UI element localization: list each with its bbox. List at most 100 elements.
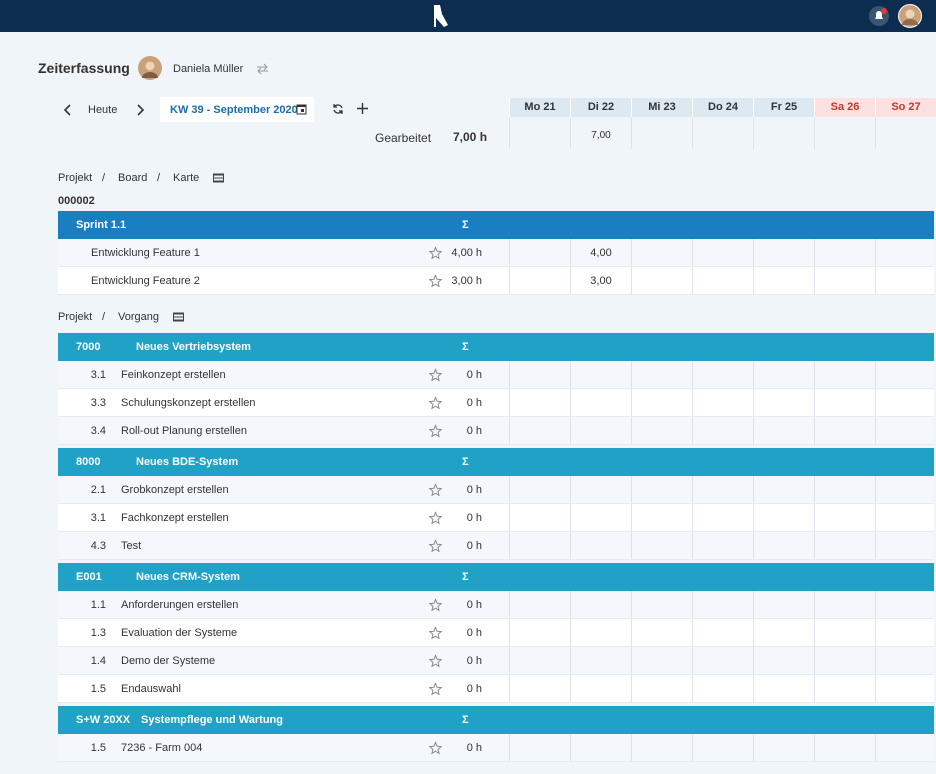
group-header[interactable]: S+W 20XX Systempflege und Wartung Σ (58, 706, 934, 734)
day-cell[interactable] (814, 389, 875, 416)
day-cell[interactable] (814, 619, 875, 646)
day-cell[interactable] (875, 619, 936, 646)
day-cell[interactable] (509, 647, 570, 674)
day-cell[interactable] (570, 647, 631, 674)
task-row[interactable]: 1.5 Endauswahl 0 h (58, 675, 934, 703)
day-cell[interactable] (814, 476, 875, 503)
day-cell[interactable] (509, 361, 570, 388)
day-cell[interactable] (631, 389, 692, 416)
day-cell[interactable] (875, 647, 936, 674)
day-cell[interactable] (509, 591, 570, 618)
task-row[interactable]: 3.3 Schulungskonzept erstellen 0 h (58, 389, 934, 417)
day-cell[interactable] (509, 675, 570, 702)
day-cell[interactable] (509, 476, 570, 503)
day-cell[interactable] (814, 675, 875, 702)
day-cell[interactable] (692, 532, 753, 559)
favorite-star[interactable] (429, 396, 442, 409)
day-cell[interactable] (509, 734, 570, 761)
breadcrumb-item[interactable]: Vorgang (118, 311, 159, 323)
favorite-star[interactable] (429, 511, 442, 524)
favorite-star[interactable] (429, 598, 442, 611)
day-cell[interactable] (570, 532, 631, 559)
day-cell[interactable] (875, 389, 936, 416)
task-row[interactable]: 3.1 Fachkonzept erstellen 0 h (58, 504, 934, 532)
day-cell[interactable] (631, 267, 692, 294)
day-cell[interactable] (631, 361, 692, 388)
favorite-star[interactable] (429, 539, 442, 552)
day-cell[interactable] (753, 532, 814, 559)
day-cell[interactable] (692, 675, 753, 702)
day-cell[interactable]: 4,00 (570, 239, 631, 266)
day-cell[interactable] (814, 734, 875, 761)
day-cell[interactable] (570, 417, 631, 444)
day-cell[interactable] (753, 504, 814, 531)
day-cell[interactable] (875, 476, 936, 503)
day-cell[interactable] (753, 619, 814, 646)
day-cell[interactable] (875, 591, 936, 618)
favorite-star[interactable] (429, 274, 442, 287)
day-cell[interactable] (692, 389, 753, 416)
day-cell[interactable] (875, 675, 936, 702)
breadcrumb-item[interactable]: Board (118, 172, 148, 184)
favorite-star[interactable] (429, 424, 442, 437)
favorite-star[interactable] (429, 246, 442, 259)
day-cell[interactable] (753, 239, 814, 266)
day-cell[interactable] (692, 239, 753, 266)
day-cell[interactable] (814, 239, 875, 266)
day-cell[interactable] (509, 619, 570, 646)
task-row[interactable]: 2.1 Grobkonzept erstellen 0 h (58, 476, 934, 504)
day-cell[interactable] (509, 239, 570, 266)
day-cell[interactable] (509, 267, 570, 294)
task-row[interactable]: 1.5 7236 - Farm 004 0 h (58, 734, 934, 762)
day-cell[interactable] (570, 591, 631, 618)
day-cell[interactable] (509, 532, 570, 559)
day-cell[interactable] (631, 619, 692, 646)
favorite-star[interactable] (429, 483, 442, 496)
day-cell[interactable] (753, 476, 814, 503)
next-week[interactable] (135, 104, 145, 116)
day-cell[interactable] (692, 361, 753, 388)
notifications[interactable] (868, 5, 890, 27)
favorite-star[interactable] (429, 626, 442, 639)
day-cell[interactable] (692, 591, 753, 618)
day-cell[interactable] (814, 267, 875, 294)
day-cell[interactable] (631, 675, 692, 702)
day-cell[interactable] (509, 389, 570, 416)
day-cell[interactable] (570, 389, 631, 416)
group-header[interactable]: 8000 Neues BDE-System Σ (58, 448, 934, 476)
view-icon[interactable] (213, 173, 224, 183)
day-cell[interactable] (814, 532, 875, 559)
today-button[interactable]: Heute (88, 104, 118, 116)
favorite-star[interactable] (429, 368, 442, 381)
day-cell[interactable] (570, 734, 631, 761)
group-header[interactable]: 7000 Neues Vertriebsystem Σ (58, 333, 934, 361)
day-cell[interactable] (570, 504, 631, 531)
avatar[interactable] (898, 4, 922, 28)
day-cell[interactable] (875, 417, 936, 444)
day-cell[interactable] (692, 734, 753, 761)
day-cell[interactable] (570, 476, 631, 503)
day-cell[interactable] (631, 591, 692, 618)
day-cell[interactable] (875, 361, 936, 388)
breadcrumb-item[interactable]: Karte (173, 172, 200, 184)
day-cell[interactable] (753, 734, 814, 761)
day-cell[interactable] (631, 734, 692, 761)
day-cell[interactable] (509, 504, 570, 531)
breadcrumb-item[interactable]: Projekt (58, 172, 93, 184)
day-cell[interactable] (631, 647, 692, 674)
day-cell[interactable] (692, 504, 753, 531)
task-row[interactable]: Entwicklung Feature 1 4,00 h 4,00 (58, 239, 934, 267)
day-cell[interactable] (631, 417, 692, 444)
group-header[interactable]: E001 Neues CRM-System Σ (58, 563, 934, 591)
day-cell[interactable] (814, 647, 875, 674)
day-cell[interactable]: 3,00 (570, 267, 631, 294)
task-row[interactable]: Entwicklung Feature 2 3,00 h 3,00 (58, 267, 934, 295)
day-cell[interactable] (814, 504, 875, 531)
day-cell[interactable] (631, 476, 692, 503)
day-cell[interactable] (875, 267, 936, 294)
task-row[interactable]: 4.3 Test 0 h (58, 532, 934, 560)
day-cell[interactable] (692, 476, 753, 503)
day-cell[interactable] (631, 532, 692, 559)
day-cell[interactable] (570, 675, 631, 702)
day-cell[interactable] (570, 619, 631, 646)
